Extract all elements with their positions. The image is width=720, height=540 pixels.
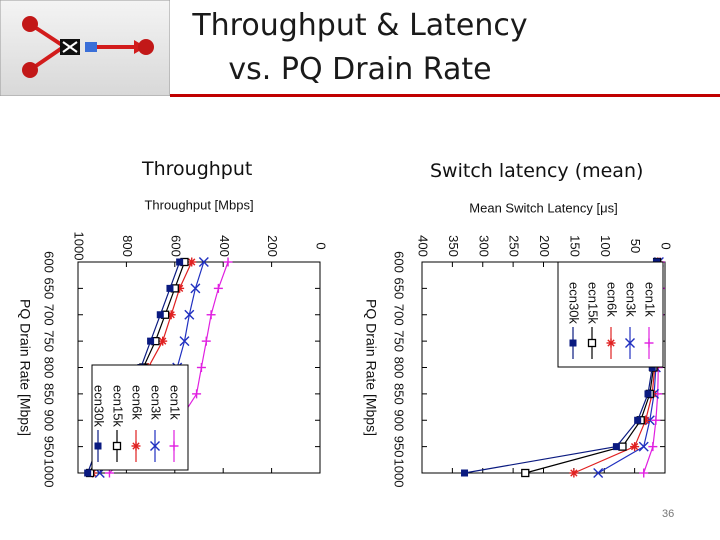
title-divider-bar <box>170 94 720 97</box>
logo <box>0 0 170 96</box>
throughput-data-point-ecn6k <box>187 257 197 267</box>
latency-legend: ecn1k ecn3k ecn6k ecn15k ecn30k <box>557 261 664 368</box>
latency-data-point-ecn30k <box>634 416 642 424</box>
latency-x-tick-label: 1000 <box>392 459 407 488</box>
latency-value-tick-label: 50 <box>628 239 643 253</box>
throughput-legend-marker-ecn30k <box>94 442 102 450</box>
latency-value-tick-label: 250 <box>507 235 522 257</box>
throughput-value-tick-label: 600 <box>168 235 183 257</box>
throughput-data-point-ecn1k <box>206 310 216 320</box>
throughput-legend-marker-ecn3k <box>150 441 160 451</box>
throughput-value-tick-label: 400 <box>217 235 232 257</box>
latency-x-tick-label: 650 <box>392 278 407 300</box>
throughput-x-tick-label: 900 <box>42 409 57 431</box>
throughput-x-tick-label: 650 <box>42 278 57 300</box>
latency-data-point-ecn30k <box>644 390 652 398</box>
throughput-x-tick-label: 600 <box>42 251 57 273</box>
throughput-data-point-ecn1k <box>201 336 211 346</box>
throughput-x-tick-label: 800 <box>42 357 57 379</box>
throughput-data-point-ecn1k <box>192 389 202 399</box>
latency-value-tick-label: 400 <box>416 235 431 257</box>
latency-x-tick-label: 600 <box>392 251 407 273</box>
latency-data-point-ecn1k <box>648 442 658 452</box>
throughput-x-tick-label: 1000 <box>42 459 57 488</box>
latency-x-tick-label: 800 <box>392 357 407 379</box>
latency-data-point-ecn30k <box>612 443 620 451</box>
latency-x-tick-label: 850 <box>392 383 407 405</box>
throughput-legend-entry-ecn15k: ecn15k <box>111 385 126 427</box>
latency-data-point-ecn1k <box>639 468 649 478</box>
throughput-legend-marker-ecn15k <box>112 441 122 451</box>
throughput-chart-title: Throughput [Mbps] <box>144 197 253 212</box>
throughput-data-point-ecn3k <box>190 283 201 294</box>
throughput-legend-marker-ecn6k <box>131 441 141 451</box>
throughput-x-tick-label: 700 <box>42 304 57 326</box>
throughput-value-tick-label: 0 <box>314 242 329 249</box>
latency-value-tick-label: 200 <box>537 235 552 257</box>
latency-legend-marker-ecn30k <box>569 339 577 347</box>
throughput-data-point-ecn3k <box>184 309 195 320</box>
slide-title-line-1: Throughput & Latency <box>192 8 528 43</box>
throughput-value-tick-label: 800 <box>120 235 135 257</box>
throughput-data-point-ecn3k <box>198 257 209 267</box>
latency-data-point-ecn15k <box>618 442 627 451</box>
throughput-legend-entry-ecn3k: ecn3k <box>149 385 164 420</box>
throughput-data-point-ecn3k <box>179 336 190 347</box>
throughput-legend: ecn1k ecn3k ecn6k ecn15k ecn30k <box>91 364 189 471</box>
throughput-data-point-ecn30k <box>166 284 174 292</box>
throughput-value-tick-label: 1000 <box>72 232 87 261</box>
throughput-legend-entry-ecn30k: ecn30k <box>92 385 107 427</box>
latency-legend-entry-ecn30k: ecn30k <box>567 282 582 324</box>
throughput-legend-entry-ecn1k: ecn1k <box>168 385 183 420</box>
latency-value-tick-label: 350 <box>446 235 461 257</box>
latency-x-tick-label: 750 <box>392 330 407 352</box>
latency-legend-entry-ecn1k: ecn1k <box>643 282 658 317</box>
throughput-x-axis-label: PQ Drain Rate [Mbps] <box>17 299 33 436</box>
latency-data-point-ecn3k <box>593 468 604 478</box>
latency-subtitle: Switch latency (mean) <box>430 160 644 182</box>
latency-x-tick-label: 950 <box>392 436 407 458</box>
throughput-legend-entry-ecn6k: ecn6k <box>130 385 145 420</box>
latency-data-point-ecn15k <box>521 468 530 478</box>
latency-data-point-ecn6k <box>569 468 579 478</box>
latency-legend-entry-ecn15k: ecn15k <box>586 282 601 324</box>
latency-data-point-ecn1k <box>651 415 661 425</box>
latency-value-tick-label: 150 <box>567 235 582 257</box>
latency-legend-entry-ecn6k: ecn6k <box>605 282 620 317</box>
latency-value-tick-label: 0 <box>659 242 674 249</box>
latency-legend-marker-ecn15k <box>587 338 597 348</box>
latency-legend-marker-ecn6k <box>606 338 616 348</box>
throughput-subtitle: Throughput <box>142 158 253 180</box>
latency-legend-marker-ecn3k <box>625 338 635 348</box>
throughput-x-tick-label: 850 <box>42 383 57 405</box>
throughput-data-point-ecn30k <box>156 311 164 319</box>
throughput-data-point-ecn6k <box>158 336 168 346</box>
latency-data-point-ecn3k <box>638 441 649 452</box>
throughput-value-tick-label: 200 <box>265 235 280 257</box>
latency-legend-marker-ecn1k <box>644 338 654 348</box>
latency-chart-title: Mean Switch Latency [μs] <box>469 200 617 215</box>
throughput-data-point-ecn30k <box>176 258 184 266</box>
latency-legend-entry-ecn3k: ecn3k <box>624 282 639 317</box>
latency-x-tick-label: 700 <box>392 304 407 326</box>
throughput-data-point-ecn30k <box>147 337 155 345</box>
throughput-x-tick-label: 950 <box>42 436 57 458</box>
throughput-x-tick-label: 750 <box>42 330 57 352</box>
throughput-data-point-ecn1k <box>223 257 233 267</box>
latency-value-tick-label: 300 <box>476 235 491 257</box>
latency-data-point-ecn6k <box>630 442 640 452</box>
page-number: 36 <box>662 508 675 520</box>
latency-value-tick-label: 100 <box>598 235 613 257</box>
slide-title-line-2: vs. PQ Drain Rate <box>228 52 492 87</box>
throughput-data-point-ecn1k <box>213 283 223 293</box>
throughput-legend-marker-ecn1k <box>169 441 179 451</box>
throughput-data-point-ecn1k <box>196 363 206 372</box>
latency-x-tick-label: 900 <box>392 409 407 431</box>
throughput-data-point-ecn30k <box>84 469 92 477</box>
latency-x-axis-label: PQ Drain Rate [Mbps] <box>363 299 379 436</box>
latency-data-point-ecn30k <box>461 469 469 477</box>
